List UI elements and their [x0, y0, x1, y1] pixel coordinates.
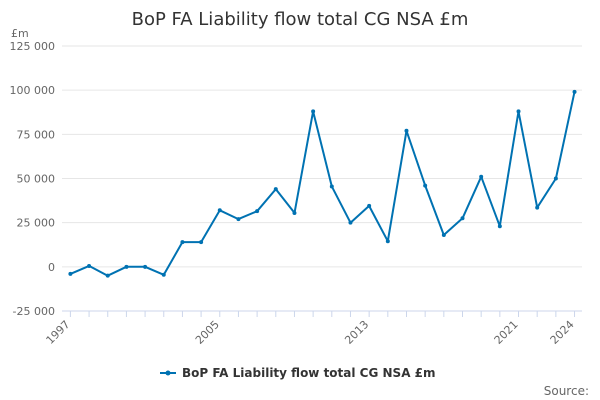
data-point[interactable] — [385, 239, 390, 244]
legend-label[interactable]: BoP FA Liability flow total CG NSA £m — [182, 366, 436, 380]
gridlines — [62, 45, 582, 312]
y-tick-label: 75 000 — [17, 128, 56, 141]
x-tick-label: 2013 — [342, 318, 371, 347]
data-point[interactable] — [217, 208, 222, 213]
data-point[interactable] — [199, 240, 204, 245]
y-tick-label: 100 000 — [10, 84, 56, 97]
data-point[interactable] — [423, 183, 428, 188]
data-point[interactable] — [180, 240, 185, 245]
data-point[interactable] — [161, 272, 166, 277]
data-point[interactable] — [87, 263, 92, 268]
x-tick-label: 1997 — [44, 318, 73, 347]
data-point[interactable] — [105, 273, 110, 278]
data-point[interactable] — [367, 203, 372, 208]
y-tick-label: 50 000 — [17, 173, 56, 186]
chart-title: BoP FA Liability flow total CG NSA £m — [132, 9, 469, 30]
y-axis-unit-label: £m — [11, 27, 29, 40]
y-tick-label: 0 — [48, 261, 55, 274]
data-point[interactable] — [348, 220, 353, 225]
data-point[interactable] — [404, 128, 409, 133]
data-point[interactable] — [255, 209, 260, 214]
x-tick-label: 2024 — [548, 318, 577, 347]
data-point[interactable] — [329, 184, 334, 189]
data-point[interactable] — [479, 174, 484, 179]
data-point[interactable] — [572, 89, 577, 94]
y-axis-ticks: 125 000 100 000 75 000 50 000 25 000 0 -25 000 — [10, 40, 56, 318]
y-tick-label: 25 000 — [17, 217, 56, 230]
x-axis-ticks: 1997 2005 2013 2021 2024 — [44, 310, 582, 347]
data-point[interactable] — [497, 224, 502, 229]
legend-marker-icon — [165, 370, 171, 376]
data-point[interactable] — [68, 271, 73, 276]
source-label: Source: — [544, 384, 589, 398]
legend[interactable]: BoP FA Liability flow total CG NSA £m — [160, 366, 436, 380]
data-point[interactable] — [460, 216, 465, 221]
data-point[interactable] — [143, 264, 148, 269]
series-line — [70, 91, 576, 277]
y-tick-label: 125 000 — [10, 40, 56, 53]
data-point[interactable] — [535, 205, 540, 210]
data-point[interactable] — [441, 233, 446, 238]
data-point[interactable] — [516, 109, 521, 114]
data-point[interactable] — [292, 210, 297, 215]
data-point[interactable] — [124, 264, 129, 269]
series-group — [68, 89, 577, 278]
data-point[interactable] — [553, 176, 558, 181]
x-tick-label: 2005 — [193, 318, 222, 347]
data-point[interactable] — [273, 187, 278, 192]
data-point[interactable] — [311, 109, 316, 114]
data-point[interactable] — [236, 217, 241, 222]
x-tick-label: 2021 — [492, 318, 521, 347]
y-tick-label: -25 000 — [13, 305, 55, 318]
